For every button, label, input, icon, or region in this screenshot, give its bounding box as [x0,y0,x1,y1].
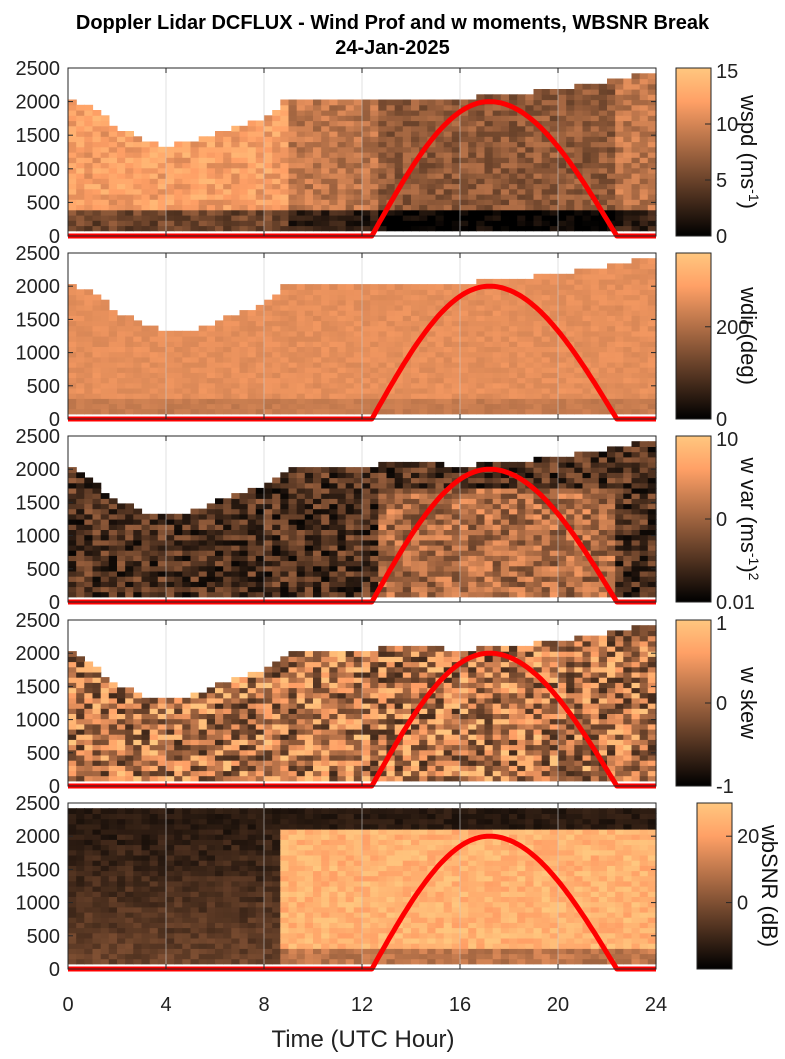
y-tick-label: 500 [27,743,60,765]
heatmap-cells [68,808,657,965]
y-tick-label: 1500 [16,859,61,881]
colorbar-tick-label: -1 [716,776,734,798]
colorbar-tick-label: 200 [716,317,749,339]
y-tick-label: 0 [49,226,60,248]
y-tick-label: 2000 [16,276,61,298]
y-tick-label: 2000 [16,92,61,114]
y-tick-label: 2500 [16,243,61,265]
y-tick-label: 1500 [16,125,61,147]
colorbar-tick-label: 20 [737,826,759,848]
colorbar-tick-label: 1 [716,613,727,635]
heatmap-cells [68,258,657,415]
y-tick-label: 1000 [16,526,61,548]
y-tick-label: 1500 [16,492,61,514]
heatmap-cells [68,625,657,782]
y-tick-label: 2000 [16,643,61,665]
y-tick-label: 0 [49,409,60,431]
colorbar-tick-label: 10 [716,429,738,451]
colorbar: -1 0 1 w skew [675,613,761,798]
y-tick-label: 1000 [16,710,61,732]
y-tick-label: 2500 [16,426,61,448]
colorbar-fill [696,802,733,970]
x-tick-label: 20 [547,994,569,1016]
colorbar-tick-label: 0 [716,226,727,248]
y-tick-label: 2000 [16,826,61,848]
y-tick-label: 2500 [16,58,61,80]
x-tick-label: 8 [258,994,269,1016]
chart-title-line1: Doppler Lidar DCFLUX - Wind Prof and w m… [75,12,710,34]
y-tick-label: 1000 [16,893,61,915]
colorbar-label: wspd (ms-1) [736,94,762,209]
colorbar: 10 0 0.01 w var (ms-1)2 [675,429,762,614]
heatmap-cells [68,73,657,232]
colorbar-tick-label: 0 [716,509,727,531]
x-tick-label: 4 [160,994,171,1016]
y-tick-label: 1500 [16,676,61,698]
colorbar-tick-label: 0 [716,693,727,715]
colorbar-label: wdir (deg) [736,286,761,385]
y-tick-label: 500 [27,192,60,214]
y-tick-label: 1500 [16,309,61,331]
colorbar-tick-label: 10 [716,114,738,136]
y-tick-label: 500 [27,559,60,581]
y-tick-label: 0 [49,776,60,798]
colorbar-tick-label: 0 [737,893,748,915]
y-tick-label: 2000 [16,459,61,481]
colorbar: 0 5 10 15 wspd (ms-1) [675,61,762,248]
colorbar-label: wbSNR (dB) [757,824,782,947]
y-tick-label: 1000 [16,343,61,365]
panel-1: 0 500 1000 1500 2000 2500 0 5 10 15 wspd (ms-1) [16,58,763,248]
y-tick-label: 500 [27,926,60,948]
colorbar-label: w skew [736,666,761,739]
colorbar-tick-label: 15 [716,61,738,83]
colorbar-tick-label: 0.01 [716,592,755,614]
panel-4: 0 500 1000 1500 2000 2500 -1 0 1 w skew [16,610,762,798]
chart-title-line2: 24-Jan-2025 [335,37,450,59]
x-tick-label: 16 [449,994,471,1016]
y-tick-label: 1000 [16,159,61,181]
y-tick-label: 0 [49,959,60,981]
colorbar-label: w var (ms-1)2 [736,457,762,581]
colorbar-tick-label: 0 [716,409,727,431]
x-tick-label: 0 [62,994,73,1016]
x-tick-label: 24 [645,994,667,1016]
colorbar-fill [675,252,712,420]
x-tick-label: 12 [351,994,373,1016]
y-tick-label: 2500 [16,793,61,815]
panel-3: 0 500 1000 1500 2000 2500 10 0 0.01 w var (ms-1)2 [16,426,763,614]
colorbar-tick-label: 5 [716,170,727,192]
heatmap-cells [68,441,657,598]
y-tick-label: 2500 [16,610,61,632]
x-axis-label: Time (UTC Hour) [271,1026,454,1053]
y-tick-label: 0 [49,592,60,614]
y-tick-label: 500 [27,376,60,398]
colorbar-fill [675,67,712,237]
